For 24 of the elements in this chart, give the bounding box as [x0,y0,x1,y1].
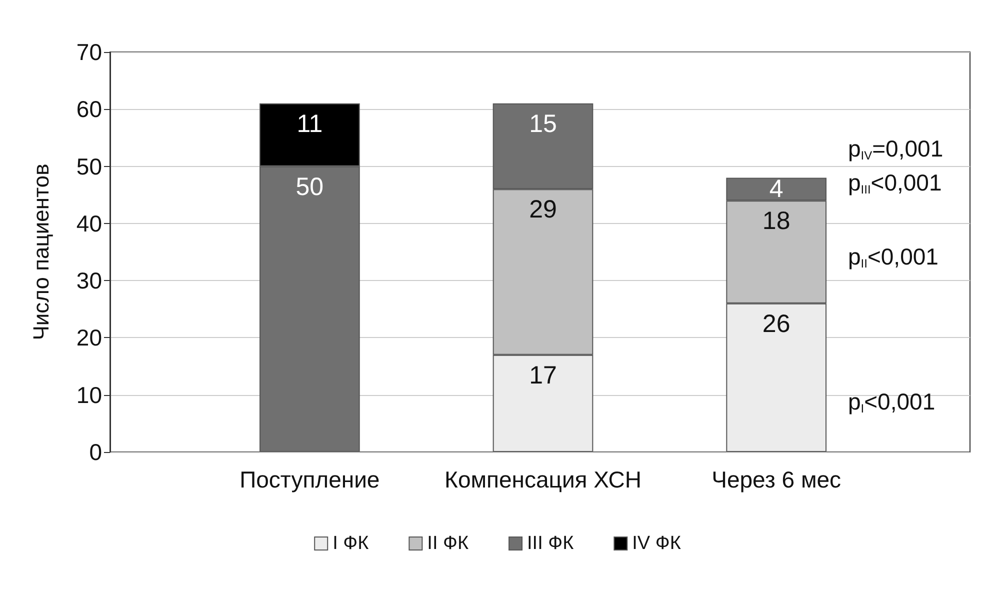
legend-label: II ФК [427,533,469,554]
legend-label: I ФК [332,533,369,554]
data-label: 29 [529,196,557,224]
x-tick-label: Компенсация ХСН [444,466,642,492]
y-tick-label: 20 [76,324,102,351]
x-tick-label: Поступление [240,466,380,492]
data-label: 15 [529,110,557,138]
y-tick-label: 50 [76,153,102,180]
y-tick-label: 70 [76,39,102,65]
data-label: 18 [762,207,790,236]
y-tick-label: 40 [76,210,102,236]
y-axis-title: Число пациентов [28,164,54,340]
data-label: 50 [296,172,324,201]
data-label: 11 [296,110,323,138]
data-label: 26 [762,310,790,338]
data-label: 17 [529,361,557,390]
y-tick-label: 10 [76,382,102,408]
y-tick-label: 60 [76,96,102,122]
y-tick-label: 0 [89,439,102,465]
y-tick-label: 30 [76,268,102,294]
data-label: 4 [769,175,784,204]
legend-label: IV ФК [632,533,681,554]
x-tick-label: Через 6 мес [712,466,842,492]
legend-label: III ФК [527,533,574,554]
